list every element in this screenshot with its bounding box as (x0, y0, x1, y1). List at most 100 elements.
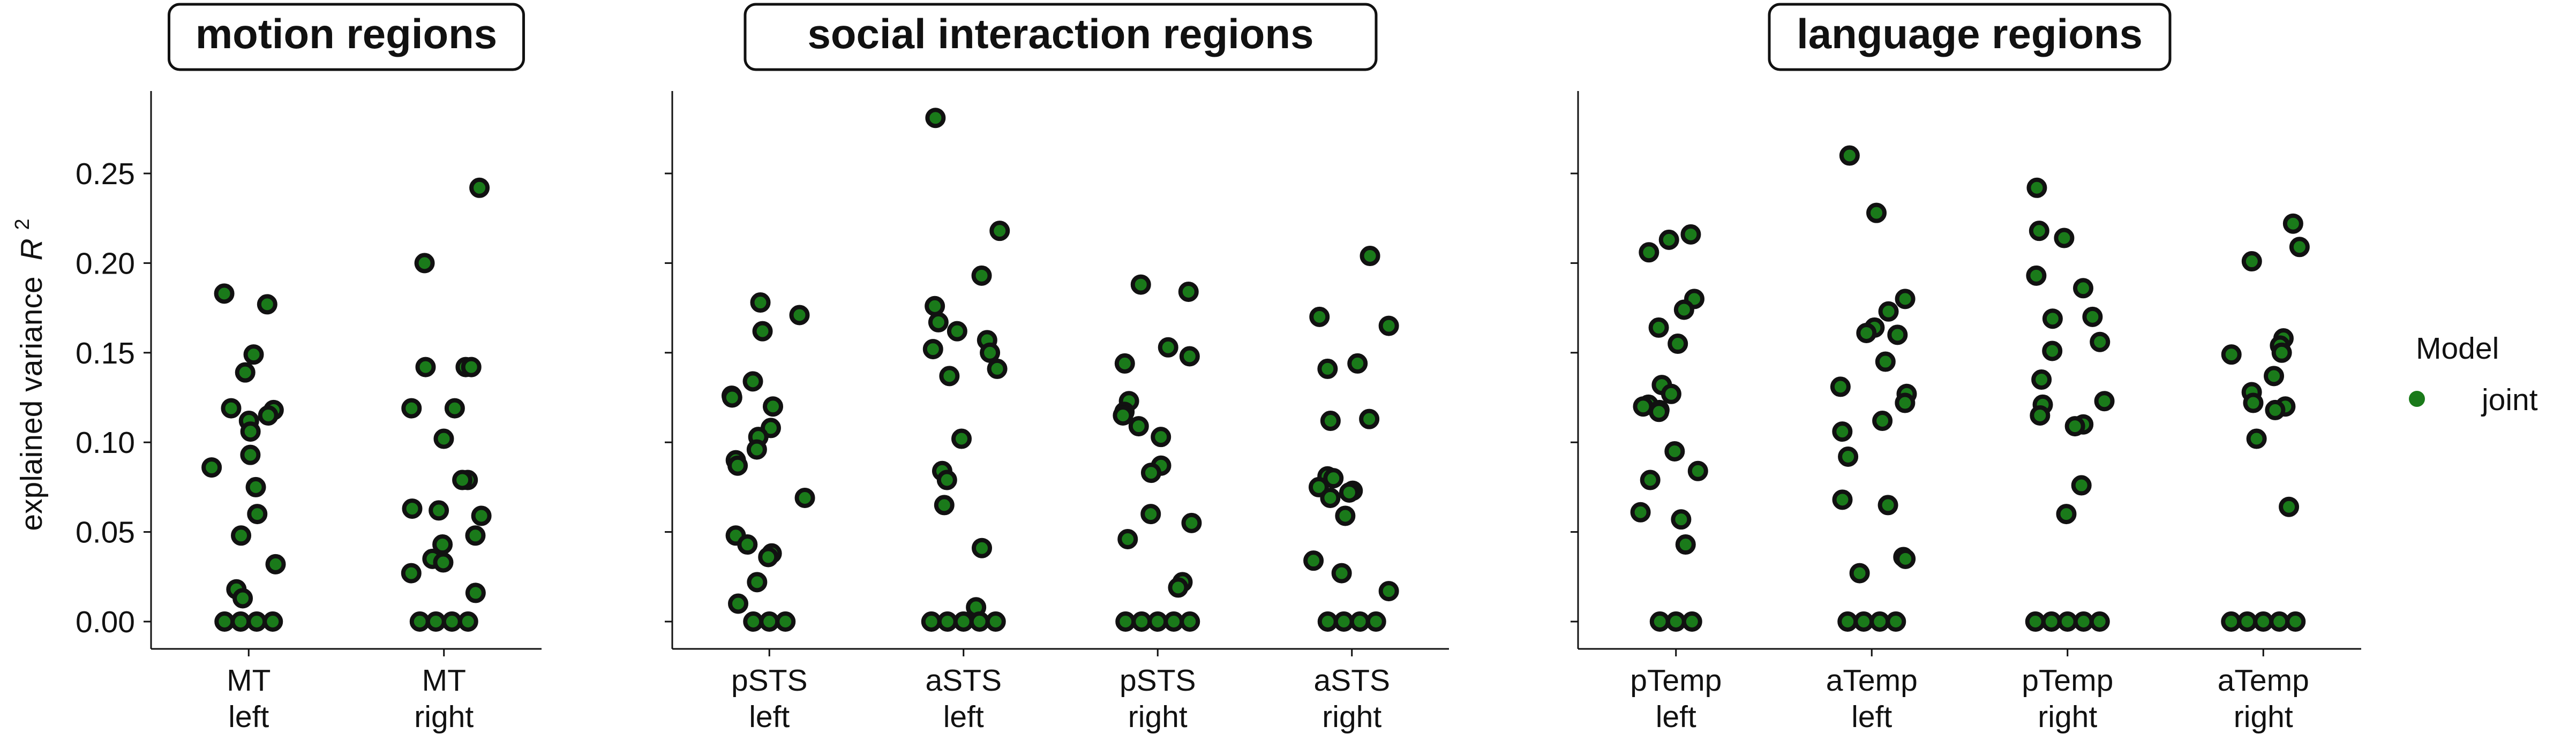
data-point (2026, 177, 2047, 198)
data-point (433, 552, 454, 573)
data-point (1339, 482, 1360, 503)
data-point (1673, 299, 1694, 320)
data-point (1664, 441, 1685, 461)
data-point (465, 582, 486, 603)
data-point (1163, 611, 1184, 632)
x-tick-label: MT (227, 663, 271, 698)
data-point (1181, 512, 1202, 533)
data-point (2041, 611, 2062, 632)
data-point (1832, 489, 1853, 510)
data-point (727, 455, 748, 476)
data-point (2073, 278, 2094, 299)
data-point (1168, 577, 1189, 598)
data-point (1178, 281, 1199, 302)
panel-1: 0.00 0.05 0.10 0.15 0.20 0.25 motion regions MT… (76, 3, 542, 734)
x-tick-label: MT (422, 663, 466, 698)
data-point (742, 371, 763, 392)
data-point (1320, 411, 1341, 432)
data-point (214, 611, 235, 632)
x-tick-label: right (1128, 700, 1188, 734)
data-point (794, 487, 815, 508)
x-tick-label: pSTS (1120, 663, 1196, 698)
x-tick-label: aSTS (1313, 663, 1390, 698)
data-point (465, 525, 486, 546)
data-point (2042, 341, 2063, 361)
data-point (2221, 344, 2242, 365)
x-tick-label: right (414, 700, 474, 734)
data-point (1869, 611, 1890, 632)
x-tick-label: left (943, 700, 984, 734)
data-point (1633, 396, 1654, 417)
data-point (1158, 337, 1178, 358)
data-point (722, 387, 742, 408)
data-point (2271, 342, 2292, 363)
data-point (2057, 611, 2078, 632)
x-tick-label: right (2038, 700, 2097, 734)
y-axis-label-symbol: R (14, 238, 49, 260)
data-point (402, 498, 423, 519)
data-point (2237, 611, 2258, 632)
panel-title: motion regions (196, 10, 497, 57)
data-point (2264, 366, 2285, 387)
data-point (925, 296, 945, 316)
data-point (2285, 611, 2306, 632)
data-point (1365, 611, 1386, 632)
data-point (1875, 351, 1896, 372)
data-point (989, 221, 1010, 241)
y-tick-label: 0.10 (76, 426, 135, 460)
data-point (1877, 495, 1898, 516)
data-point (1317, 611, 1338, 632)
data-point (1140, 504, 1161, 525)
data-point (752, 321, 773, 342)
x-tick-label: aTemp (2218, 663, 2309, 698)
x-tick-label: left (228, 700, 269, 734)
data-point (469, 177, 490, 198)
data-point (1649, 402, 1670, 422)
data-point (2031, 369, 2052, 390)
data-point (1349, 611, 1370, 632)
data-point (262, 611, 283, 632)
data-point (1872, 411, 1893, 432)
data-point (2282, 213, 2303, 234)
data-point (1680, 224, 1701, 245)
data-point (221, 398, 242, 419)
data-point (457, 611, 478, 632)
data-point (1347, 353, 1368, 374)
data-point (1333, 611, 1354, 632)
data-point (2265, 399, 2286, 420)
data-point (240, 444, 261, 465)
data-point (1849, 563, 1870, 584)
data-point (1681, 611, 1702, 632)
data-point (747, 572, 768, 593)
data-point (743, 611, 764, 632)
data-point (2241, 251, 2262, 272)
data-point (969, 611, 990, 632)
data-point (1130, 274, 1151, 295)
data-point (1359, 408, 1380, 429)
panel-title-box (1768, 3, 2172, 71)
data-point (214, 283, 235, 304)
data-point (1378, 581, 1399, 602)
data-point (1320, 487, 1341, 508)
data-point (429, 500, 449, 521)
data-point (985, 611, 1006, 632)
data-point (1323, 468, 1344, 489)
data-point (972, 538, 993, 558)
y-axis-label: explained variance R 2 (11, 218, 49, 531)
data-point (2090, 331, 2111, 352)
data-point (2064, 416, 2085, 437)
data-point (1630, 502, 1651, 523)
data-point (1378, 315, 1399, 336)
panel-2: social interaction regionspSTSleftaSTSle… (665, 3, 1449, 734)
data-point (1317, 358, 1338, 379)
data-point (1640, 470, 1661, 490)
data-point (953, 611, 974, 632)
data-point (409, 611, 430, 632)
data-point (1180, 611, 1200, 632)
data-point (1648, 317, 1669, 338)
data-point (1113, 405, 1133, 426)
data-point (1147, 611, 1168, 632)
data-point (1866, 202, 1887, 223)
data-point (1661, 383, 1681, 404)
data-point (258, 405, 279, 426)
